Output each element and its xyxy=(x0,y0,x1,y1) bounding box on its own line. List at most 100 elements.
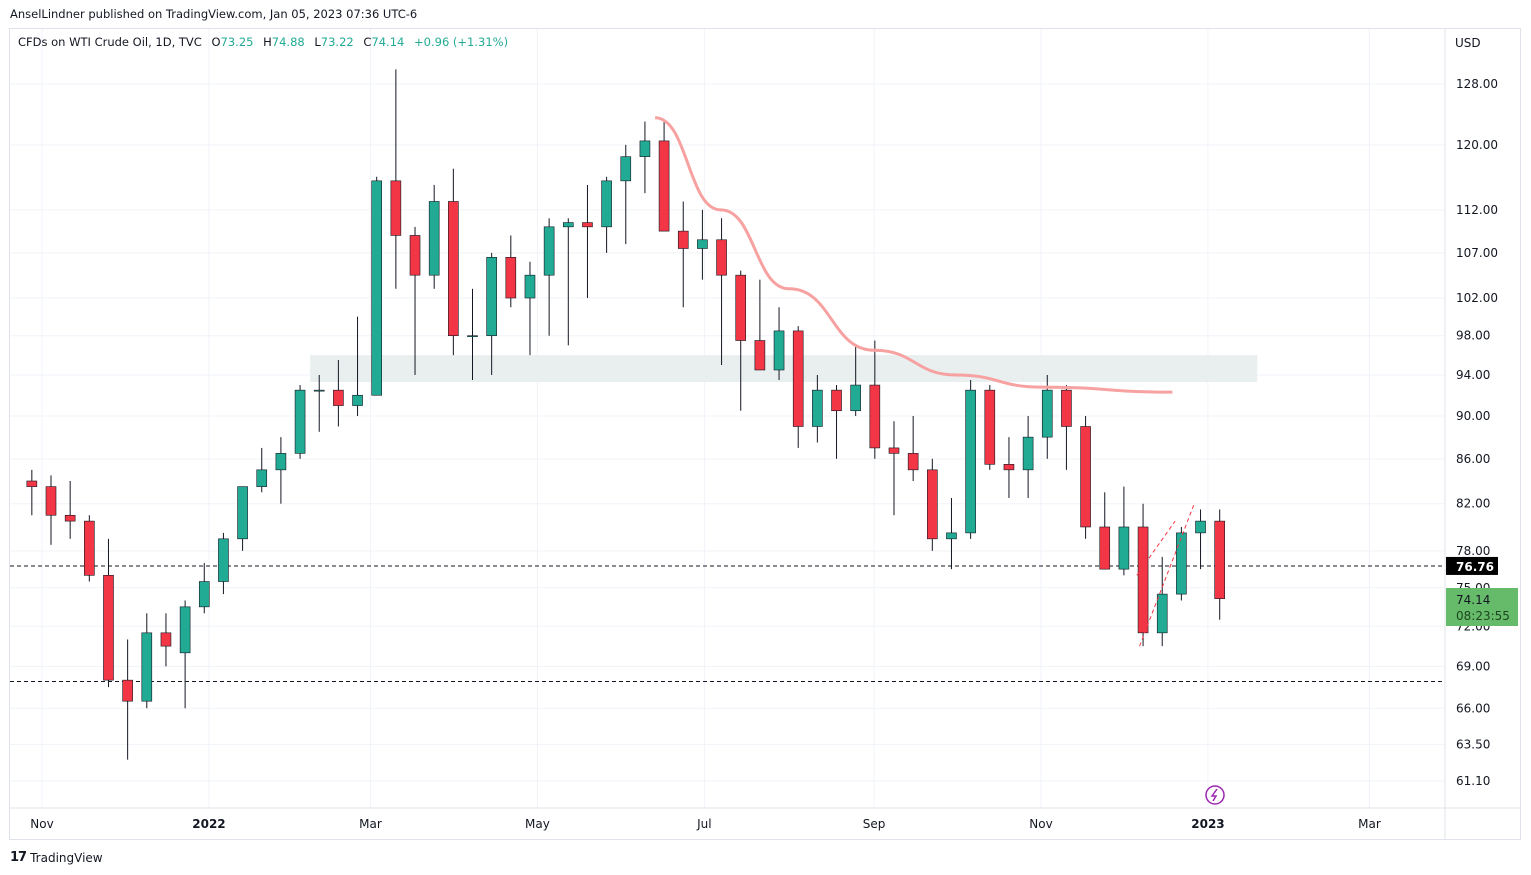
candle-body xyxy=(850,384,861,412)
candle-body xyxy=(601,180,612,228)
x-tick-label: Nov xyxy=(30,817,53,831)
y-tick-label: 61.10 xyxy=(1456,774,1490,788)
currency-label: USD xyxy=(1455,36,1481,50)
candle-body xyxy=(524,274,536,299)
candle-body xyxy=(45,486,57,516)
candle-body xyxy=(620,156,632,182)
candle-body xyxy=(333,389,344,406)
publisher-line: AnselLindner published on TradingView.co… xyxy=(10,7,418,21)
candle-body xyxy=(658,140,670,232)
y-tick-label: 86.00 xyxy=(1456,452,1490,466)
candle-body xyxy=(582,222,593,228)
x-tick-label: 2022 xyxy=(192,817,225,831)
candle-body xyxy=(562,222,574,228)
open-value: 73.25 xyxy=(220,35,254,49)
open-label: O xyxy=(211,35,221,49)
high-label: H xyxy=(263,35,272,49)
candle-body xyxy=(1022,436,1034,471)
chart-frame xyxy=(9,28,1521,840)
candle-body xyxy=(946,532,957,540)
y-tick-label: 78.00 xyxy=(1456,544,1490,558)
descending-arc-curve xyxy=(654,116,1173,394)
candle-body xyxy=(237,486,248,540)
tradingview-logo[interactable]: 17 TradingView xyxy=(10,850,103,865)
candle-body xyxy=(754,340,766,371)
candle-body xyxy=(639,140,651,157)
candle-body xyxy=(927,469,938,540)
candle-body xyxy=(888,447,900,454)
candle-body xyxy=(1137,526,1149,634)
y-tick-label: 63.50 xyxy=(1456,738,1490,752)
candle-body xyxy=(907,453,919,471)
y-tick-label: 69.00 xyxy=(1456,659,1490,673)
candle-body xyxy=(1003,464,1015,471)
low-value: 73.22 xyxy=(320,35,354,49)
x-tick-label: Mar xyxy=(1358,817,1381,831)
x-tick-label: Jul xyxy=(696,817,711,831)
candle-body xyxy=(965,389,976,534)
candle-body xyxy=(179,606,191,654)
line-price-label-bg xyxy=(1446,556,1498,575)
x-tick-label: Mar xyxy=(359,817,382,831)
candle-body xyxy=(1061,389,1072,427)
y-tick-label: 102.00 xyxy=(1456,291,1498,305)
candle-body xyxy=(1041,389,1053,438)
candle-body xyxy=(84,520,95,576)
candle-body xyxy=(984,389,996,465)
candle-body xyxy=(869,384,881,449)
candle-body xyxy=(448,201,459,337)
candle-body xyxy=(275,453,287,471)
x-tick-label: 2023 xyxy=(1191,817,1224,831)
y-tick-label: 94.00 xyxy=(1456,368,1490,382)
line-price-label: 76.76 xyxy=(1456,560,1494,574)
candle-body xyxy=(467,335,478,338)
x-tick-label: Nov xyxy=(1029,817,1052,831)
y-tick-label: 120.00 xyxy=(1456,138,1498,152)
candle-body xyxy=(812,389,823,427)
candle-body xyxy=(792,330,804,427)
last-price-label-bg xyxy=(1446,588,1518,626)
lightning-events-icon[interactable] xyxy=(1205,785,1225,805)
y-tick-label: 98.00 xyxy=(1456,329,1490,343)
y-tick-label: 90.00 xyxy=(1456,409,1490,423)
tv-logo-icon: 17 xyxy=(10,850,27,865)
channel-dashed-line xyxy=(1139,503,1195,647)
candle-body xyxy=(218,538,229,582)
candle-body xyxy=(697,239,708,249)
y-tick-label: 107.00 xyxy=(1456,246,1498,260)
symbol-legend: CFDs on WTI Crude Oil, 1D, TVC O73.25 H 7… xyxy=(18,35,514,49)
candle-body xyxy=(1080,426,1091,528)
lightning-bolt-icon xyxy=(1210,788,1218,802)
candle-body xyxy=(26,480,38,487)
y-tick-label: 66.00 xyxy=(1456,701,1490,715)
x-tick-label: May xyxy=(525,817,550,831)
candle-body xyxy=(1156,593,1168,634)
x-tick-label: Sep xyxy=(863,817,886,831)
candle-body xyxy=(294,389,306,454)
candle-body xyxy=(677,230,689,249)
candle-body xyxy=(390,180,402,236)
low-label: L xyxy=(314,35,321,49)
y-tick-label: 82.00 xyxy=(1456,497,1490,511)
candle-body xyxy=(64,514,76,522)
candle-body xyxy=(371,180,383,396)
candle-body xyxy=(486,257,497,337)
candle-body xyxy=(141,632,153,702)
candle-body xyxy=(1099,526,1111,570)
candle-body xyxy=(1214,520,1225,599)
brand-name: TradingView xyxy=(30,850,103,865)
candle-body xyxy=(160,632,172,647)
candle-body xyxy=(428,201,440,276)
candle-body xyxy=(198,581,210,608)
last-price-value: 74.14 xyxy=(1456,593,1490,607)
candle-body xyxy=(735,274,747,341)
candle-body xyxy=(1118,526,1130,570)
candle-body xyxy=(505,257,517,299)
candle-body xyxy=(831,389,842,412)
countdown-timer: 08:23:55 xyxy=(1456,609,1510,623)
candle-body xyxy=(352,394,363,406)
symbol-title[interactable]: CFDs on WTI Crude Oil, 1D, TVC xyxy=(18,35,202,49)
candle-body xyxy=(313,389,325,392)
candle-body xyxy=(716,239,727,276)
